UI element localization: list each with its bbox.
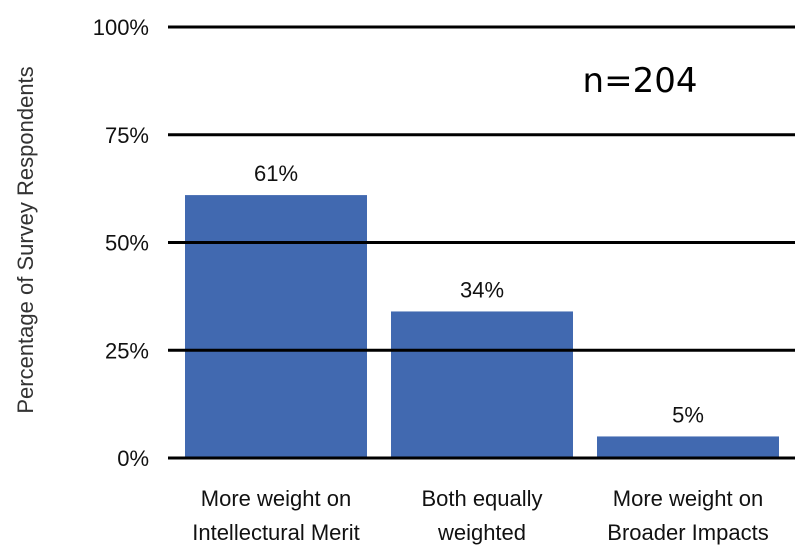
bar bbox=[185, 195, 367, 458]
data-labels: 61% 34% 5% bbox=[254, 161, 704, 427]
y-axis-label: Percentage of Survey Respondents bbox=[13, 66, 38, 413]
y-tick-label: 25% bbox=[105, 338, 149, 363]
x-axis-category-labels: More weight on Intellectural Merit Both eq… bbox=[192, 486, 768, 545]
gridlines bbox=[168, 25, 795, 460]
bar bbox=[597, 436, 779, 458]
category-label: Intellectural Merit bbox=[192, 520, 360, 545]
category-label: More weight on bbox=[613, 486, 763, 511]
sample-size-annotation: n=204 bbox=[583, 61, 698, 101]
bar bbox=[391, 311, 573, 458]
category-label: Both equally bbox=[421, 486, 542, 511]
bar-value-label: 61% bbox=[254, 161, 298, 186]
category-label: More weight on bbox=[201, 486, 351, 511]
y-tick-label: 0% bbox=[117, 446, 149, 471]
y-tick-label: 50% bbox=[105, 231, 149, 256]
y-tick-label: 100% bbox=[93, 15, 149, 40]
bar-value-label: 5% bbox=[672, 402, 704, 427]
y-tick-label: 75% bbox=[105, 123, 149, 148]
bars bbox=[185, 195, 779, 458]
bar-value-label: 34% bbox=[460, 277, 504, 302]
y-axis-tick-labels: 0% 25% 50% 75% 100% bbox=[93, 15, 149, 471]
category-label: Broader Impacts bbox=[607, 520, 768, 545]
category-label: weighted bbox=[437, 520, 526, 545]
